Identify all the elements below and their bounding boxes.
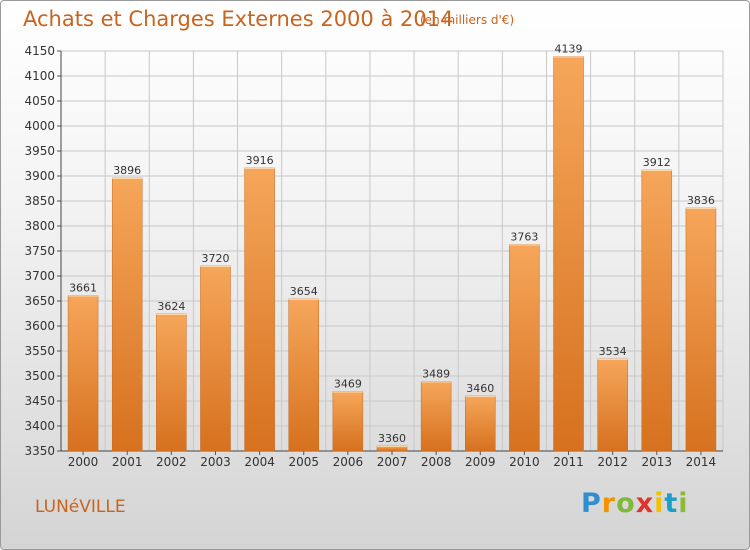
logo-letter: i [654, 488, 665, 519]
bar [465, 395, 496, 452]
bar-value-label: 3534 [599, 345, 627, 358]
x-tick-label: 2000 [68, 455, 99, 469]
bar-value-label: 3912 [643, 156, 671, 169]
bars [67, 56, 717, 452]
bar-value-label: 3469 [334, 378, 362, 391]
bar-value-label: 3661 [69, 282, 97, 295]
bar [200, 265, 231, 452]
bar [244, 167, 275, 452]
y-tick-label: 3900 [24, 169, 55, 183]
logo-letter: t [664, 488, 679, 519]
x-tick-label: 2006 [333, 455, 364, 469]
bar [332, 391, 364, 452]
x-tick-label: 2002 [156, 455, 187, 469]
y-tick-label: 3850 [24, 194, 55, 208]
bar-value-label: 3654 [290, 285, 318, 298]
x-tick-label: 2011 [553, 455, 584, 469]
logo-letter: o [616, 488, 636, 519]
y-tick-label: 3500 [24, 369, 55, 383]
bar-value-label: 3720 [201, 252, 229, 265]
y-tick-label: 3600 [24, 319, 55, 333]
data-labels: 3661 3896 3624 3720 3916 3654 3469 3360 3489 3460… [69, 43, 715, 446]
bar [509, 244, 540, 452]
y-tick-label: 4050 [24, 94, 55, 108]
bar [597, 358, 628, 452]
logo-letter: r [601, 488, 617, 519]
x-tick-label: 2014 [686, 455, 717, 469]
y-tick-label: 3350 [24, 444, 55, 458]
y-tick-label: 3800 [24, 219, 55, 233]
chart-title: Achats et Charges Externes 2000 à 2014 [23, 7, 454, 31]
bar-value-label: 3836 [687, 194, 715, 207]
x-tick-label: 2007 [377, 455, 408, 469]
y-tick-label: 3450 [24, 394, 55, 408]
city-name: LUNéVILLE [35, 497, 126, 517]
bar [685, 207, 717, 452]
bar-value-label: 3896 [113, 164, 141, 177]
bar [553, 56, 584, 452]
bar-value-label: 3489 [422, 368, 450, 381]
bar-value-label: 3360 [378, 432, 406, 445]
y-tick-label: 3750 [24, 244, 55, 258]
y-tick-label: 3950 [24, 144, 55, 158]
x-tick-label: 2009 [465, 455, 496, 469]
y-tick-label: 4150 [24, 44, 55, 58]
y-tick-label: 3400 [24, 419, 55, 433]
y-tick-label: 3700 [24, 269, 55, 283]
bar [288, 298, 319, 452]
bar [156, 313, 187, 452]
x-tick-label: 2010 [509, 455, 540, 469]
bar [67, 295, 99, 452]
bar-value-label: 3763 [510, 231, 538, 244]
x-tick-label: 2004 [244, 455, 275, 469]
logo-letter: x [635, 488, 655, 519]
bar-value-label: 3460 [466, 382, 494, 395]
bar [420, 381, 452, 452]
logo-letter: P [581, 488, 602, 519]
x-tick-label: 2012 [597, 455, 628, 469]
x-tick-label: 2013 [642, 455, 673, 469]
x-tick-label: 2005 [288, 455, 319, 469]
bar-value-label: 3916 [246, 154, 274, 167]
x-tick-label: 2008 [421, 455, 452, 469]
bar-value-label: 4139 [555, 43, 583, 56]
bar-value-label: 3624 [157, 300, 185, 313]
bar [111, 177, 143, 452]
x-tick-label: 2001 [112, 455, 143, 469]
chart-unit-label: (en milliers d'€) [420, 13, 515, 27]
bar [641, 169, 673, 452]
x-tick-label: 2003 [200, 455, 231, 469]
y-tick-label: 4100 [24, 69, 55, 83]
logo-letter: i [678, 488, 689, 519]
y-tick-label: 4000 [24, 119, 55, 133]
y-tick-label: 3650 [24, 294, 55, 308]
proxiti-logo: Proxiti [581, 488, 689, 519]
y-tick-label: 3550 [24, 344, 55, 358]
